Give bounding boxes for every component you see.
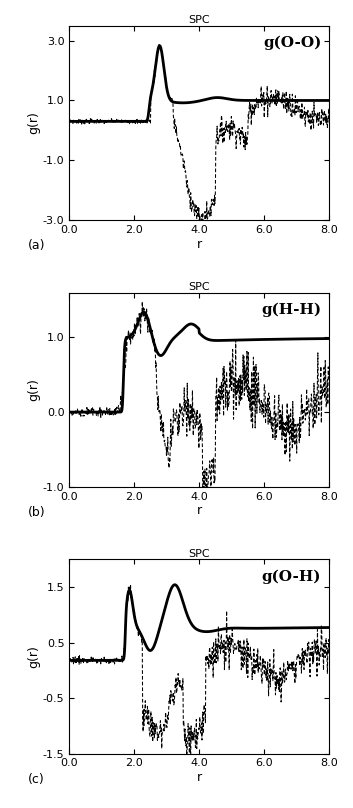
X-axis label: r: r (197, 504, 202, 517)
Title: SPC: SPC (189, 282, 210, 292)
X-axis label: r: r (197, 772, 202, 785)
Text: g(O-H): g(O-H) (262, 569, 321, 583)
Title: SPC: SPC (189, 549, 210, 558)
Y-axis label: g(r): g(r) (27, 378, 40, 401)
Title: SPC: SPC (189, 15, 210, 25)
Text: (a): (a) (28, 239, 45, 252)
X-axis label: r: r (197, 238, 202, 250)
Text: (b): (b) (28, 507, 46, 520)
Text: (c): (c) (28, 773, 44, 786)
Text: g(H-H): g(H-H) (261, 302, 321, 317)
Text: g(O-O): g(O-O) (263, 36, 321, 50)
Y-axis label: g(r): g(r) (27, 645, 40, 668)
Y-axis label: g(r): g(r) (27, 112, 40, 134)
